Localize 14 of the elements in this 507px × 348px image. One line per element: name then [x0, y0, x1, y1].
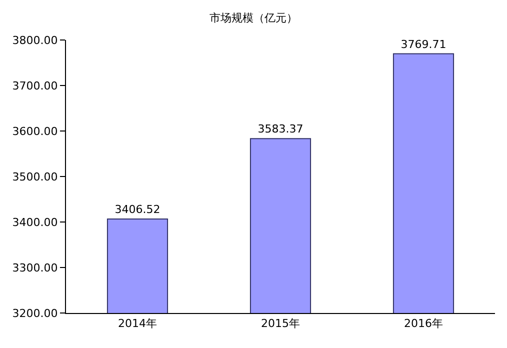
data-label: 3406.52 [114, 203, 160, 216]
y-tick-label: 3500.00 [12, 170, 58, 184]
x-tick-label: 2015年 [261, 317, 300, 330]
x-tick-label: 2014年 [118, 317, 157, 330]
x-tick-label: 2016年 [404, 317, 443, 330]
y-tick-label: 3600.00 [12, 124, 58, 138]
y-tick-label: 3300.00 [12, 261, 58, 274]
y-tick-label: 3200.00 [12, 306, 58, 320]
data-label: 3583.37 [258, 122, 304, 136]
y-tick-label: 3700.00 [12, 79, 58, 92]
data-label: 3769.71 [400, 38, 446, 51]
y-tick-label: 3400.00 [12, 216, 58, 229]
y-tick-label: 3800.00 [12, 34, 58, 47]
chart-title: 市场规模（亿元） [210, 12, 298, 25]
